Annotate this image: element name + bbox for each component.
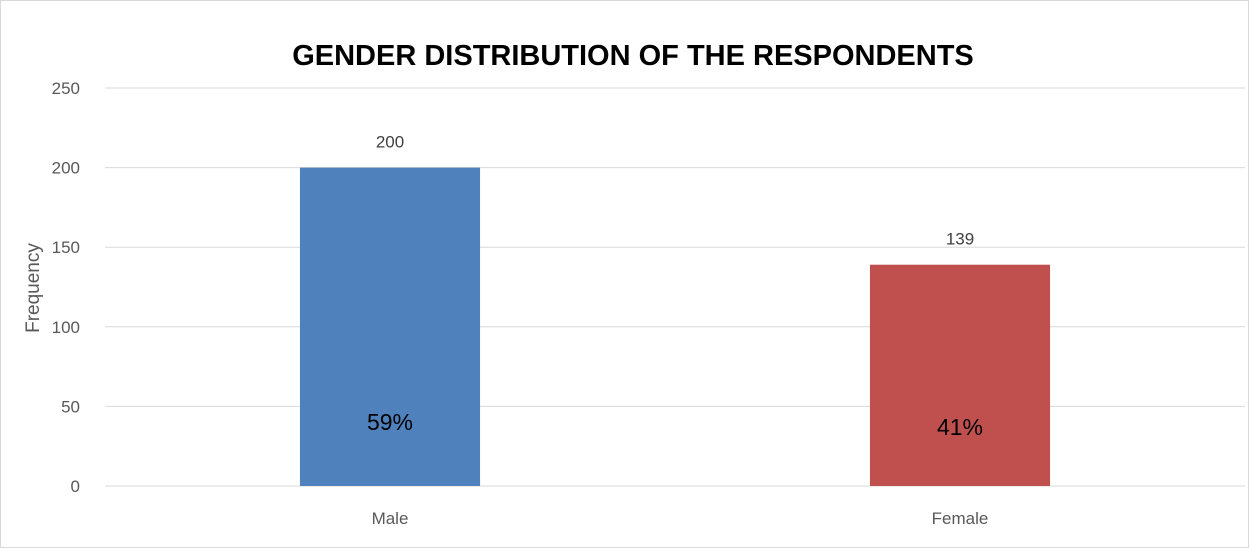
chart-title: GENDER DISTRIBUTION OF THE RESPONDENTS xyxy=(292,40,974,72)
y-tick-label: 0 xyxy=(71,477,80,496)
category-label-female: Female xyxy=(932,509,989,528)
percent-label-male: 59% xyxy=(367,409,413,435)
y-axis-title: Frequency xyxy=(23,243,44,333)
category-label-male: Male xyxy=(372,509,409,528)
data-labels: 200 59% 139 41% xyxy=(367,133,983,440)
value-label-female: 139 xyxy=(946,230,974,249)
y-tick-label: 100 xyxy=(52,318,80,337)
y-tick-label: 200 xyxy=(52,159,80,178)
bar-female xyxy=(869,264,1051,486)
y-axis-ticks: 0 50 100 150 200 250 xyxy=(52,79,80,496)
bar-male xyxy=(299,167,481,486)
value-label-male: 200 xyxy=(376,133,404,152)
y-tick-label: 250 xyxy=(52,79,80,98)
gridlines xyxy=(105,87,1245,487)
y-tick-label: 150 xyxy=(52,238,80,257)
y-tick-label: 50 xyxy=(61,397,80,416)
bars xyxy=(299,167,1051,486)
x-axis-categories: Male Female xyxy=(372,509,989,528)
percent-label-female: 41% xyxy=(937,414,983,440)
